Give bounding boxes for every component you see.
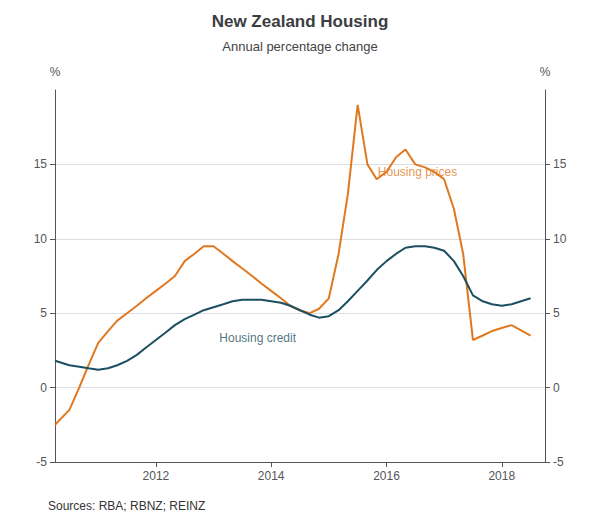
- svg-text:5: 5: [40, 306, 47, 320]
- svg-text:10: 10: [553, 232, 567, 246]
- svg-text:10: 10: [34, 232, 48, 246]
- svg-text:15: 15: [34, 157, 48, 171]
- svg-text:Annual percentage change: Annual percentage change: [222, 39, 377, 54]
- svg-text:2012: 2012: [143, 469, 170, 483]
- svg-text:Housing prices: Housing prices: [377, 164, 458, 179]
- svg-text:2016: 2016: [373, 469, 400, 483]
- svg-text:-5: -5: [553, 455, 564, 469]
- svg-text:15: 15: [553, 157, 567, 171]
- svg-text:New Zealand Housing: New Zealand Housing: [212, 12, 389, 31]
- svg-text:-5: -5: [36, 455, 47, 469]
- svg-text:Sources: RBA; RBNZ; REINZ: Sources: RBA; RBNZ; REINZ: [48, 499, 205, 513]
- svg-text:%: %: [50, 65, 61, 79]
- svg-text:2014: 2014: [258, 469, 285, 483]
- svg-text:Housing credit: Housing credit: [219, 331, 296, 345]
- svg-text:0: 0: [553, 381, 560, 395]
- svg-text:%: %: [540, 65, 551, 79]
- svg-text:5: 5: [553, 306, 560, 320]
- svg-text:2018: 2018: [488, 469, 515, 483]
- svg-text:0: 0: [40, 381, 47, 395]
